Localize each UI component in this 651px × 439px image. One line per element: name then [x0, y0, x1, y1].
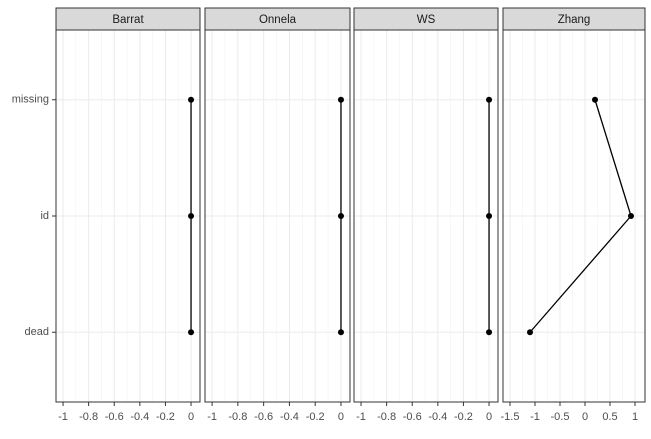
x-tick-label: -0.8 [377, 411, 396, 423]
strip-text: Barrat [112, 14, 144, 26]
point [188, 329, 195, 336]
x-tick-label: 1 [632, 411, 638, 423]
point [188, 96, 195, 103]
x-tick-label: -0.6 [403, 411, 422, 423]
point [628, 213, 634, 219]
y-tick-label: id [40, 210, 49, 222]
x-tick-label: -0.4 [280, 411, 299, 423]
x-tick-label: 0 [188, 411, 194, 423]
y-tick-label: dead [25, 326, 49, 338]
panel-border [353, 29, 499, 403]
x-tick-label: -1 [207, 411, 217, 423]
panel-border [204, 29, 351, 403]
strip-text: WS [417, 14, 436, 26]
point [188, 213, 195, 219]
panel-border [502, 29, 646, 403]
point [527, 329, 533, 336]
x-tick-label: 0 [338, 411, 344, 423]
panel-border [55, 29, 201, 403]
x-tick-label: -0.5 [551, 411, 570, 423]
point [592, 96, 598, 103]
x-tick-label: -0.2 [156, 411, 175, 423]
strip-text: Onnela [259, 14, 297, 26]
y-tick-label: missing [12, 94, 49, 106]
x-tick-label: -0.6 [254, 411, 273, 423]
x-tick-label: 0.5 [602, 411, 617, 423]
point [486, 329, 493, 336]
x-tick-label: -0.8 [79, 411, 98, 423]
x-tick-label: -0.2 [454, 411, 473, 423]
x-tick-label: -0.4 [130, 411, 149, 423]
x-tick-label: -0.6 [105, 411, 124, 423]
x-tick-label: -0.4 [428, 411, 447, 423]
x-tick-label: -1 [58, 411, 68, 423]
x-tick-label: -0.8 [228, 411, 247, 423]
x-tick-label: -1 [356, 411, 366, 423]
point [337, 96, 344, 103]
point [486, 96, 493, 103]
point [486, 213, 493, 219]
x-tick-label: 0 [486, 411, 492, 423]
x-tick-label: -0.2 [306, 411, 325, 423]
x-tick-label: -1 [530, 411, 540, 423]
x-tick-label: 0 [582, 411, 588, 423]
x-tick-label: -1.5 [501, 411, 520, 423]
point [337, 329, 344, 336]
point [337, 213, 344, 219]
strip-text: Zhang [558, 14, 591, 26]
